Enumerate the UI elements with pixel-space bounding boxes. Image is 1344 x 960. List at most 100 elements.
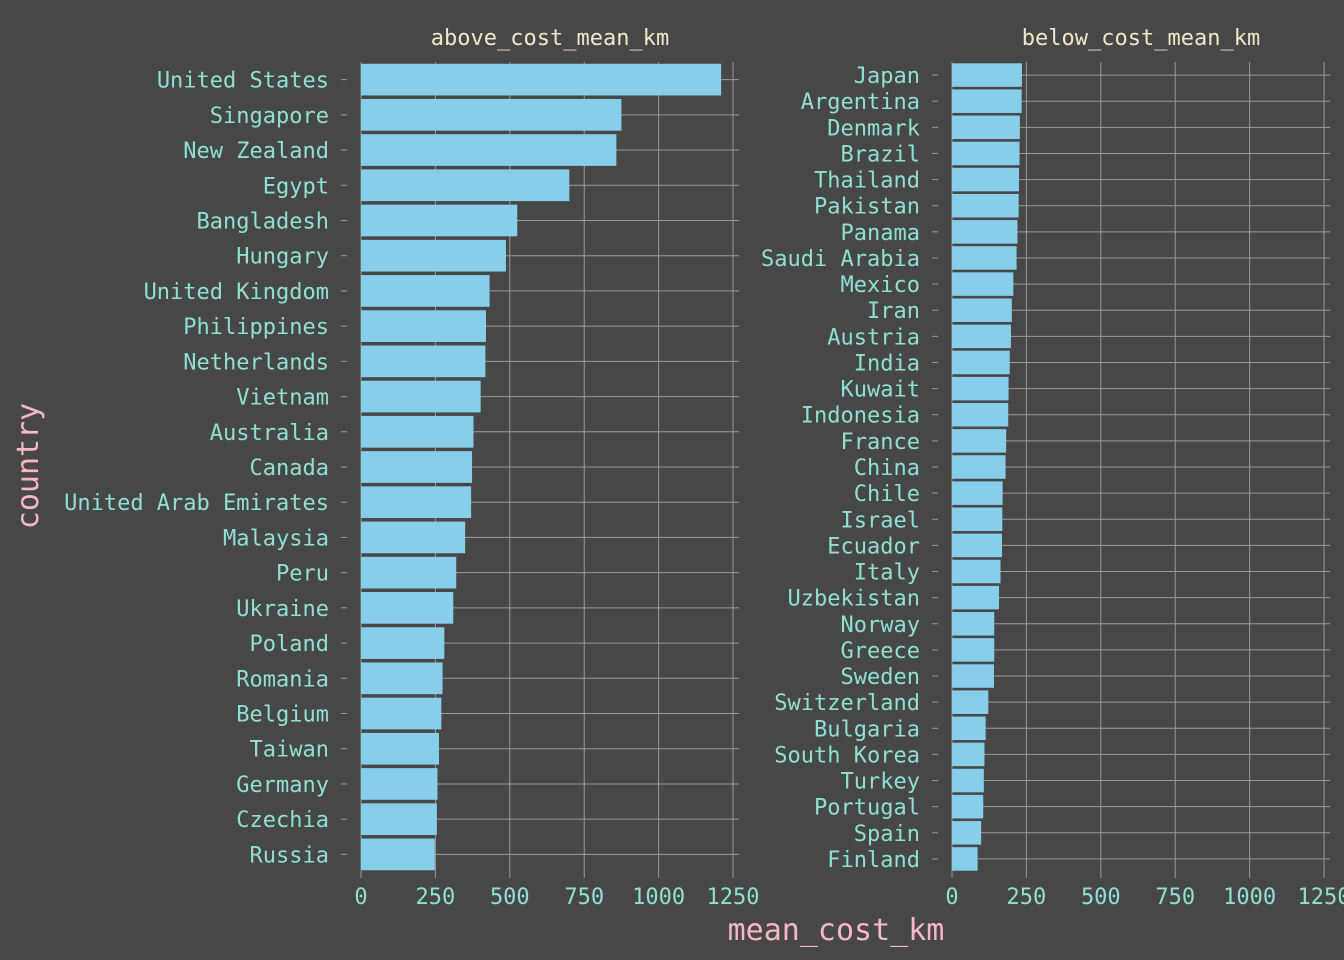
- y-tick-label: Portugal: [814, 796, 920, 821]
- bar: [952, 350, 1010, 375]
- y-tick-label: Canada: [250, 456, 329, 481]
- bar: [952, 89, 1022, 113]
- y-tick-label: Finland: [827, 848, 920, 873]
- bar: [361, 521, 466, 554]
- bar: [952, 638, 995, 662]
- y-tick-label: Russia: [250, 843, 329, 868]
- y-tick-label: Japan: [854, 64, 920, 89]
- y-tick-label: Argentina: [801, 90, 920, 115]
- y-tick-label: Uzbekistan: [788, 587, 920, 612]
- bar: [361, 486, 472, 519]
- bar: [361, 415, 474, 448]
- bar: [952, 141, 1020, 166]
- bar: [361, 662, 443, 695]
- bar: [952, 768, 984, 793]
- bar: [952, 716, 986, 741]
- bar: [361, 768, 438, 800]
- bar: [361, 275, 490, 307]
- bar: [952, 220, 1018, 244]
- bar: [952, 63, 1022, 87]
- y-tick-label: Pakistan: [814, 195, 920, 220]
- bar: [952, 821, 982, 845]
- y-tick-label: Thailand: [814, 169, 920, 194]
- bar: [952, 167, 1019, 192]
- bar: [361, 204, 518, 237]
- bar: [952, 376, 1009, 401]
- y-tick-label: Mexico: [841, 273, 920, 298]
- y-tick-label: Kuwait: [841, 378, 920, 403]
- y-tick-label: Israel: [841, 508, 920, 533]
- x-tick-label: 250: [416, 885, 456, 910]
- facet-title: above_cost_mean_km: [431, 26, 669, 51]
- y-tick-label: United Arab Emirates: [64, 491, 329, 516]
- y-tick-label: South Korea: [774, 743, 920, 768]
- y-tick-label: Hungary: [236, 245, 329, 270]
- bar: [952, 612, 995, 636]
- bar: [952, 507, 1003, 532]
- bar: [361, 592, 454, 624]
- bar: [361, 134, 617, 166]
- bar: [361, 697, 442, 730]
- y-tick-label: Turkey: [841, 770, 920, 795]
- y-tick-label: United States: [157, 69, 329, 94]
- bar: [361, 732, 439, 765]
- x-tick-label: 0: [945, 885, 958, 910]
- y-tick-label: Sweden: [841, 665, 920, 690]
- y-tick-label: Belgium: [236, 703, 329, 728]
- bar: [361, 310, 487, 342]
- facet-panel: 0 250 500 750 1000 1250JapanArgentinaDenmarkB…: [761, 26, 1344, 910]
- bar: [952, 664, 994, 688]
- facet-panel: 0 250 500 750 1000 1250 United States Singapore…: [64, 26, 759, 910]
- y-tick-label: United Kingdom: [144, 280, 329, 305]
- y-tick-label: Netherlands: [183, 350, 329, 375]
- y-tick-label: Norway: [841, 613, 920, 638]
- y-tick-label: Peru: [276, 562, 329, 587]
- x-tick-label: 1000: [632, 885, 685, 910]
- y-tick-label: Poland: [250, 632, 329, 657]
- x-tick-label: 750: [1155, 885, 1195, 910]
- bar: [361, 169, 570, 202]
- bar: [952, 115, 1020, 140]
- x-tick-label: 750: [564, 885, 604, 910]
- x-axis-title: mean_cost_km: [728, 913, 945, 948]
- bar: [952, 298, 1012, 322]
- bar: [361, 98, 622, 131]
- bar: [361, 451, 473, 483]
- bar: [952, 246, 1017, 270]
- y-tick-label: Chile: [854, 482, 920, 507]
- bar: [361, 380, 481, 413]
- y-tick-label: Italy: [854, 561, 920, 586]
- bar: [361, 627, 445, 659]
- bar: [952, 690, 989, 714]
- y-tick-label: Brazil: [841, 142, 920, 167]
- y-tick-label: China: [854, 456, 920, 481]
- bar: [361, 556, 457, 589]
- y-tick-label: France: [841, 430, 920, 455]
- bar: [361, 838, 435, 871]
- y-tick-label: Saudi Arabia: [761, 247, 920, 272]
- y-tick-label: Ecuador: [827, 534, 920, 559]
- bar: [952, 847, 978, 871]
- bar: [952, 429, 1007, 453]
- bar: [952, 324, 1011, 349]
- bar: [361, 63, 722, 96]
- y-tick-label: Denmark: [827, 116, 920, 141]
- bar: [952, 402, 1009, 427]
- x-tick-label: 1000: [1223, 885, 1276, 910]
- y-tick-label: Singapore: [210, 104, 329, 129]
- y-tick-label: Bulgaria: [814, 717, 920, 742]
- y-tick-label: Taiwan: [250, 738, 329, 763]
- y-tick-label: Switzerland: [774, 691, 920, 716]
- bar: [952, 559, 1001, 584]
- x-tick-label: 1250: [1298, 885, 1344, 910]
- y-tick-label: Romania: [236, 667, 329, 692]
- y-tick-label: Austria: [827, 325, 920, 350]
- facet-title: below_cost_mean_km: [1022, 26, 1260, 51]
- bar: [361, 239, 506, 272]
- y-tick-label: Indonesia: [801, 404, 920, 429]
- y-tick-label: Czechia: [236, 808, 329, 833]
- bar: [952, 742, 985, 767]
- y-tick-label: Vietnam: [236, 386, 329, 411]
